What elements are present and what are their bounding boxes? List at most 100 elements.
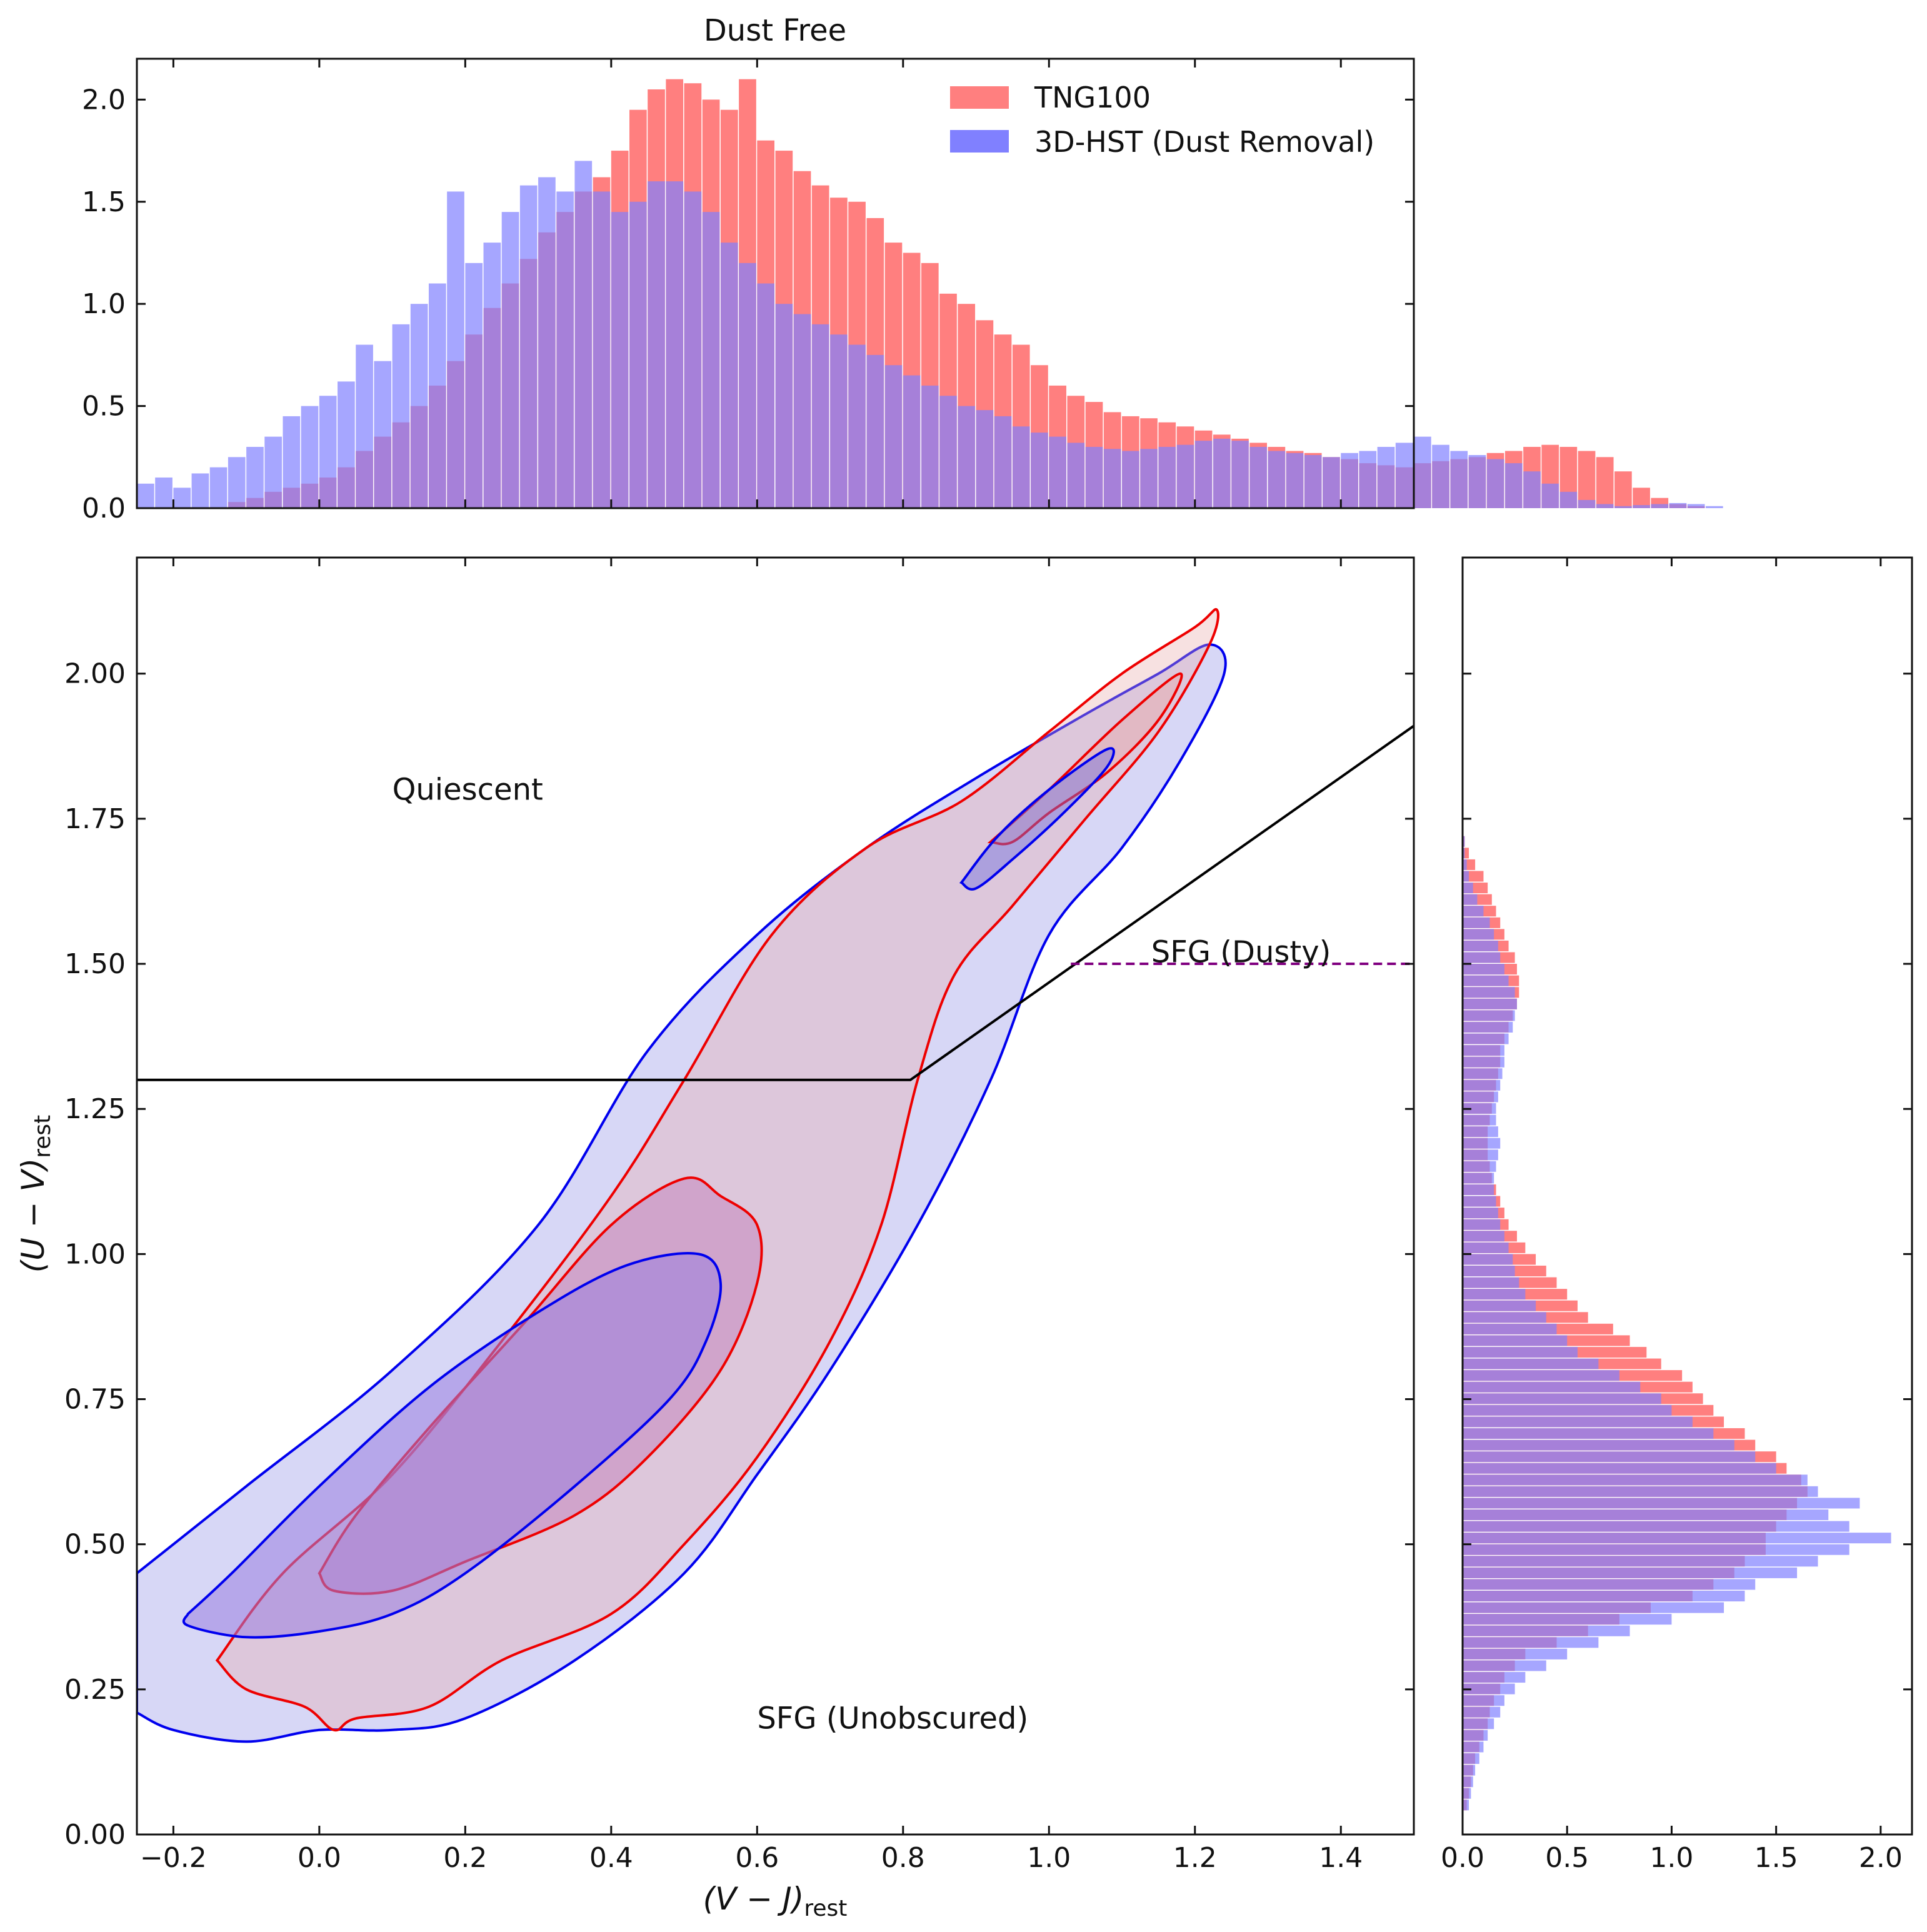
- top-3dhst-bar: [1031, 433, 1048, 508]
- top-3dhst-bar: [903, 375, 921, 508]
- top-3dhst-bar: [392, 324, 410, 508]
- right-3dhst-bar: [1463, 1393, 1661, 1404]
- main-ytick-label: 1.50: [64, 948, 126, 980]
- right-3dhst-bar: [1463, 1010, 1515, 1021]
- top-3dhst-bar: [483, 243, 501, 508]
- top-3dhst-bar: [556, 191, 574, 508]
- top-3dhst-bar: [1049, 436, 1066, 508]
- right-3dhst-bar: [1463, 1509, 1829, 1521]
- right-3dhst-bar: [1463, 1590, 1745, 1602]
- right-3dhst-bar: [1463, 1718, 1494, 1729]
- right-histogram-frame: [1461, 556, 1913, 1836]
- main-xtick-label: 0.0: [298, 1842, 341, 1874]
- top-3dhst-bar: [519, 185, 538, 508]
- right-3dhst-bar: [1463, 1265, 1515, 1277]
- top-3dhst-bar: [830, 334, 848, 508]
- top-3dhst-bar: [1705, 506, 1723, 508]
- right-3dhst-bar: [1463, 1648, 1568, 1659]
- right-3dhst-bar: [1463, 1614, 1672, 1625]
- main-ytick-label: 1.75: [64, 803, 126, 835]
- right-3dhst-bar: [1463, 1335, 1568, 1346]
- main-xtick-label: 1.4: [1319, 1842, 1363, 1874]
- main-ytick-label: 2.00: [64, 658, 126, 690]
- right-3dhst-bar: [1463, 1788, 1471, 1799]
- right-3dhst-bar: [1463, 1079, 1501, 1091]
- right-3dhst-bar: [1463, 917, 1490, 928]
- top-tng100-bar: [1614, 471, 1632, 508]
- top-3dhst-bar: [1176, 444, 1194, 508]
- top-histogram-ticks: 0.0 0.5 1.0 1.5 2.0: [82, 59, 1414, 524]
- right-3dhst-bar: [1463, 1103, 1496, 1114]
- top-3dhst-bar: [1085, 446, 1103, 508]
- right-3dhst-bar: [1463, 1404, 1672, 1416]
- right-3dhst-bar: [1463, 1033, 1509, 1044]
- main-y-axis-title: (U − V)rest: [15, 1115, 56, 1273]
- top-3dhst-bar: [648, 181, 665, 508]
- right-3dhst-bar: [1463, 1428, 1714, 1439]
- top-3dhst-bar: [1067, 443, 1085, 508]
- top-3dhst-bar: [757, 283, 774, 508]
- top-3dhst-bar: [1633, 505, 1650, 508]
- top-3dhst-bar: [209, 467, 228, 508]
- top-3dhst-bar: [1486, 459, 1504, 508]
- top-3dhst-bar: [1614, 506, 1632, 508]
- right-3dhst-bar: [1463, 1439, 1734, 1451]
- right-3dhst-bar: [1463, 1625, 1630, 1636]
- legend-swatch-3dhst: [950, 130, 1009, 153]
- right-3dhst-bar: [1463, 952, 1501, 963]
- top-3dhst-bar: [155, 477, 173, 508]
- right-histogram-panel: 0.0 0.5 1.0 1.5 2.0: [1441, 556, 1913, 1874]
- right-3dhst-bar: [1463, 1056, 1504, 1068]
- right-3dhst-bar: [1463, 1138, 1501, 1149]
- right-3dhst-bar: [1463, 1208, 1498, 1219]
- top-3dhst-bar: [1122, 451, 1139, 508]
- right-3dhst-bar: [1463, 1300, 1536, 1311]
- right-3dhst-bar: [1463, 883, 1473, 894]
- top-3dhst-bar: [666, 181, 684, 508]
- top-3dhst-bar: [191, 473, 209, 508]
- top-3dhst-bar: [1468, 455, 1486, 508]
- top-3dhst-bar: [1140, 449, 1158, 508]
- right-3dhst-bar: [1463, 1741, 1484, 1753]
- right-3dhst-bar: [1463, 1114, 1496, 1126]
- right-xtick-label: 0.5: [1545, 1842, 1589, 1874]
- right-3dhst-bar: [1463, 1533, 1891, 1544]
- legend-label-tng100: TNG100: [1034, 81, 1151, 114]
- main-ytick-label: 0.25: [64, 1674, 126, 1706]
- right-3dhst-bar: [1463, 1474, 1808, 1486]
- top-3dhst-bar: [1158, 446, 1176, 508]
- region-label: SFG (Dusty): [1151, 934, 1331, 969]
- main-ytick-label: 1.00: [64, 1238, 126, 1270]
- top-3dhst-bar: [958, 406, 976, 508]
- top-3dhst-bar: [1268, 451, 1286, 508]
- quiescent-boundary-line: [137, 724, 1414, 1081]
- right-3dhst-bar: [1463, 1381, 1641, 1393]
- right-3dhst-bar: [1463, 940, 1498, 951]
- top-3dhst-bar: [1432, 444, 1449, 508]
- top-3dhst-bar: [246, 446, 264, 508]
- right-3dhst-bar: [1463, 1579, 1756, 1590]
- top-3dhst-bar: [173, 488, 191, 508]
- right-3dhst-bar: [1463, 1346, 1578, 1358]
- top-3dhst-bar: [410, 304, 428, 508]
- right-3dhst-bar: [1463, 1544, 1849, 1555]
- top-3dhst-bar: [1596, 504, 1614, 508]
- main-xtick-label: 1.2: [1173, 1842, 1217, 1874]
- right-3dhst-bar: [1463, 1231, 1504, 1242]
- right-3dhst-bar: [1463, 929, 1494, 940]
- top-3dhst-bar: [994, 416, 1012, 508]
- contour-3dhst-inner-main: [182, 1252, 723, 1639]
- main-selection-lines: [137, 724, 1414, 1081]
- main-y-axis-title-sub: rest: [30, 1115, 56, 1158]
- main-xtick-label: 1.0: [1027, 1842, 1071, 1874]
- right-3dhst-bar: [1463, 1451, 1756, 1463]
- right-3dhst-bar: [1463, 848, 1465, 859]
- right-3dhst-bar: [1463, 1323, 1557, 1334]
- top-3dhst-bar: [1651, 504, 1669, 508]
- right-3dhst-bar: [1463, 1173, 1494, 1184]
- top-3dhst-bar: [1669, 503, 1687, 508]
- top-3dhst-bar: [1213, 438, 1231, 508]
- right-3dhst-bar: [1463, 1683, 1515, 1694]
- main-ytick-label: 1.25: [64, 1093, 126, 1125]
- top-3dhst-bar: [1341, 453, 1358, 508]
